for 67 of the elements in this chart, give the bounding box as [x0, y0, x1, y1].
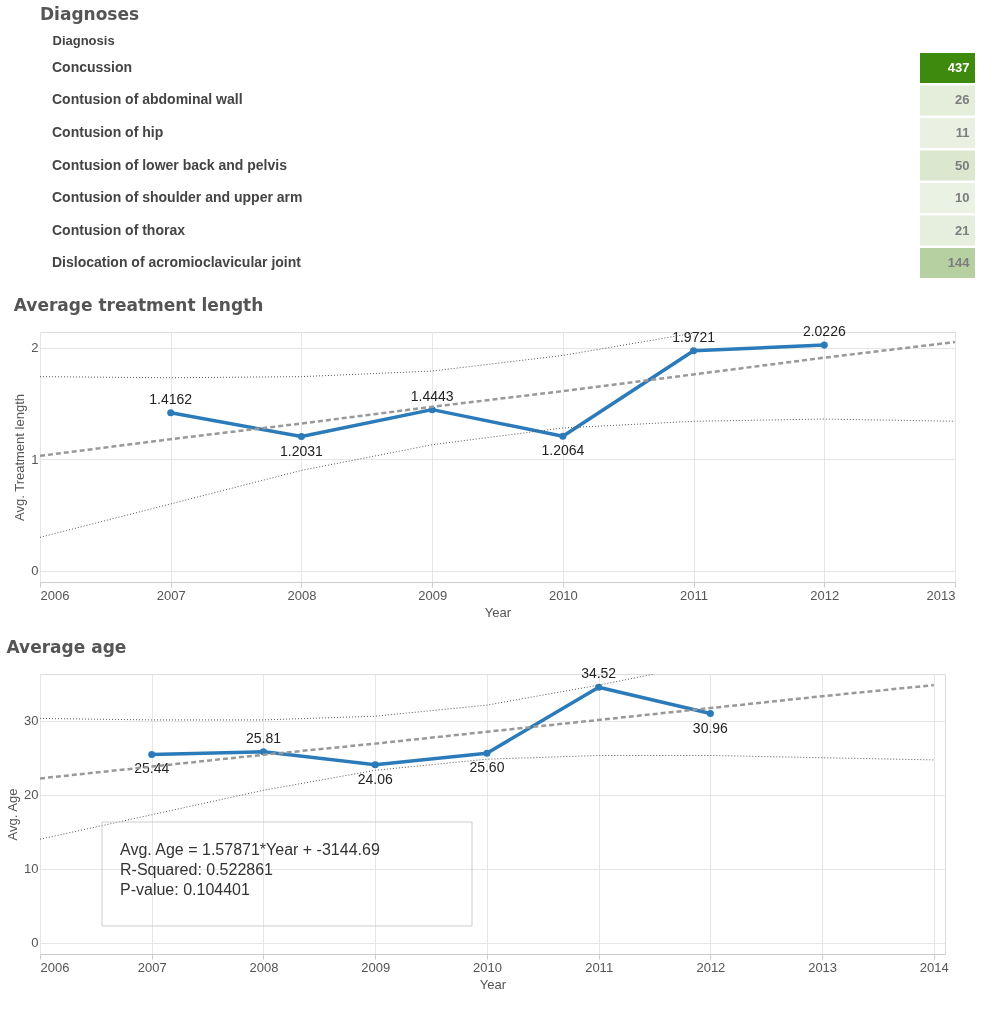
- y-tick-label: Contusion of thorax: [52, 221, 186, 238]
- data-label: 21: [955, 222, 970, 238]
- data-label: 26: [955, 92, 970, 108]
- data-label: 24.06: [357, 770, 393, 787]
- text: Diagnoses: [40, 4, 140, 24]
- x-axis-title: Year: [484, 604, 512, 620]
- x-axis-title: Year: [479, 976, 507, 992]
- x-tick-label: 2012: [810, 587, 840, 603]
- x-tick-label: 2008: [249, 959, 279, 975]
- annotation: P-value: 0.104401: [120, 881, 250, 898]
- point: [706, 710, 714, 718]
- data-label: 10: [955, 190, 970, 206]
- x-tick-label: 2008: [287, 587, 317, 603]
- y-tick-label: Contusion of abdominal wall: [52, 91, 243, 108]
- point: [483, 749, 491, 757]
- x-tick-label: 2009: [361, 959, 391, 975]
- y-tick-label: 10: [24, 861, 39, 877]
- y-axis-title: Avg. Treatment length: [12, 394, 28, 521]
- y-tick-label: 2: [31, 340, 39, 356]
- data-label: 50: [955, 157, 970, 173]
- x-tick-label: 2007: [156, 587, 186, 603]
- data-label: 1.2031: [280, 442, 324, 459]
- y-axis-title: Diagnosis: [52, 32, 115, 48]
- data-label: 1.4162: [149, 390, 193, 407]
- annotation: R-Squared: 0.522861: [120, 861, 274, 878]
- x-tick-label: 2006: [40, 587, 70, 603]
- line-series: [40, 418, 955, 538]
- x-tick-label: 2011: [585, 959, 614, 975]
- x-tick-label: 2006: [40, 959, 70, 975]
- x-tick-label: 2012: [696, 959, 726, 975]
- x-tick-label: 2007: [137, 959, 167, 975]
- data-label: 25.60: [469, 759, 505, 776]
- data-label: 2.0226: [802, 323, 846, 340]
- data-label: 1.9721: [672, 328, 716, 345]
- data-label: 437: [947, 59, 970, 75]
- x-tick-label: 2011: [680, 587, 709, 603]
- y-tick-label: 0: [31, 563, 39, 579]
- line-series: [40, 754, 935, 840]
- data-label: 30.96: [692, 719, 729, 736]
- annotation: Avg. Age = 1.57871*Year + -3144.69: [120, 841, 380, 858]
- y-tick-label: Concussion: [52, 58, 133, 75]
- point: [148, 750, 156, 758]
- data-label: 34.52: [581, 665, 617, 682]
- x-tick-label: 2013: [926, 587, 956, 603]
- chart-title: Average age: [6, 637, 127, 658]
- data-label: 25.81: [245, 729, 282, 746]
- y-tick-label: 20: [24, 787, 39, 803]
- data-label: 11: [955, 124, 970, 140]
- x-tick-label: 2009: [418, 587, 448, 603]
- y-tick-label: Dislocation of acromioclavicular joint: [52, 254, 302, 271]
- y-tick-label: 30: [24, 713, 39, 729]
- data-label: 1.2064: [541, 442, 585, 459]
- y-axis-title: Avg. Age: [5, 788, 21, 841]
- data-label: 144: [947, 255, 971, 271]
- y-tick-label: 1: [31, 451, 39, 467]
- y-tick-label: Contusion of shoulder and upper arm: [52, 189, 303, 206]
- data-label: 1.4443: [410, 387, 454, 404]
- x-tick-label: 2010: [548, 587, 578, 603]
- x-tick-label: 2013: [808, 959, 838, 975]
- y-tick-label: 0: [31, 935, 39, 951]
- line-series: [40, 340, 955, 458]
- x-tick-label: 2010: [472, 959, 502, 975]
- point: [371, 761, 379, 769]
- y-tick-label: Contusion of lower back and pelvis: [52, 156, 288, 173]
- x-tick-label: 2014: [919, 959, 949, 975]
- y-tick-label: Contusion of hip: [52, 123, 164, 140]
- chart-title: Average treatment length: [13, 295, 264, 316]
